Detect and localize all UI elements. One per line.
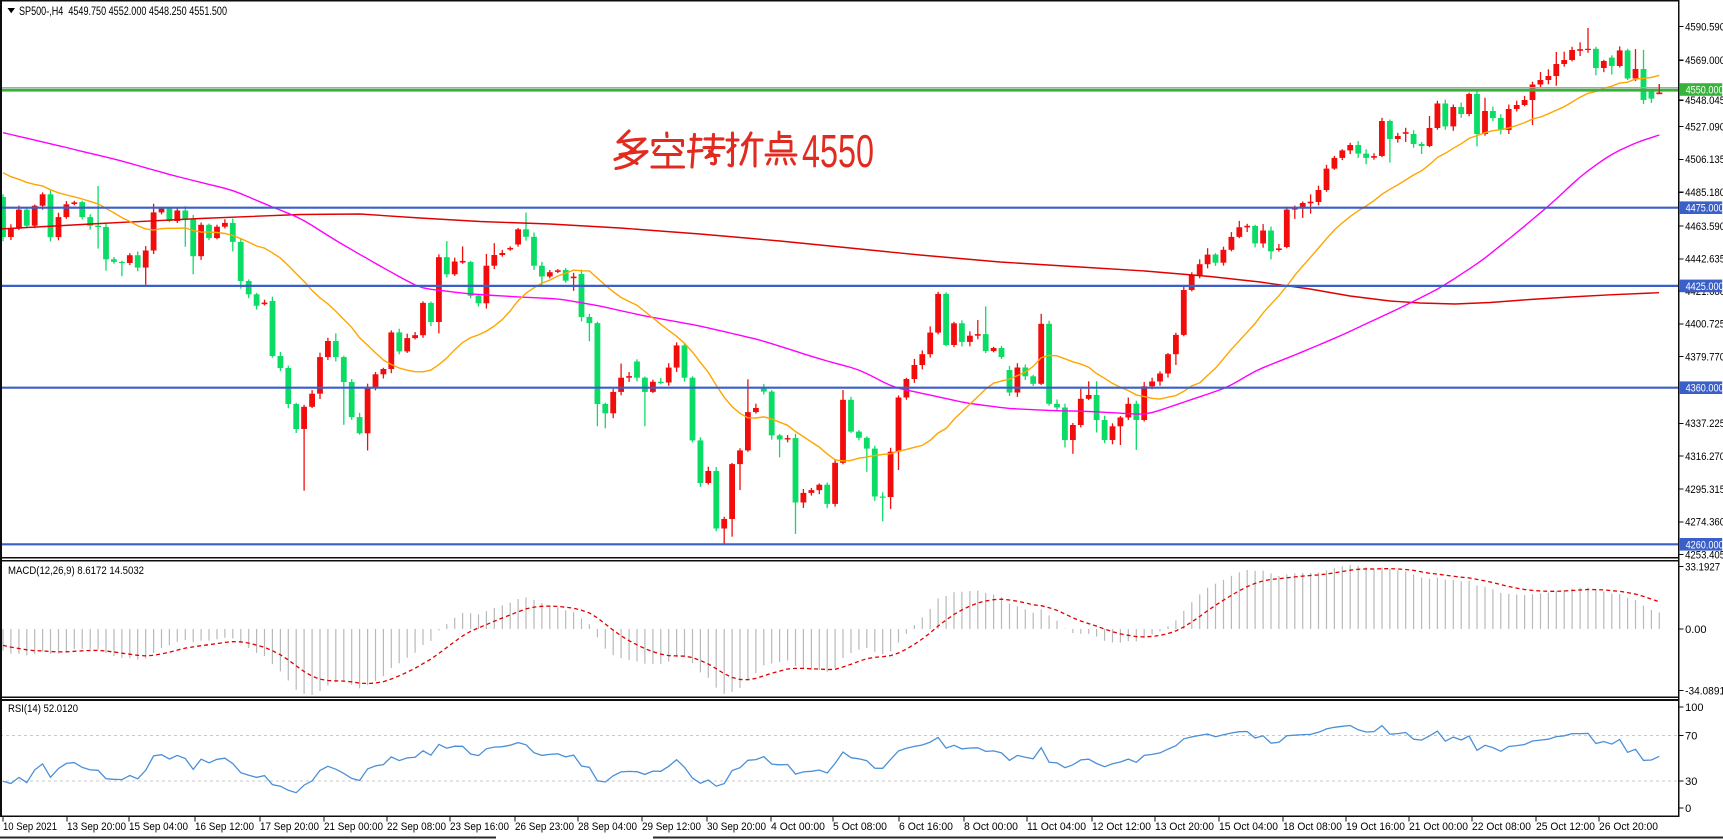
svg-text:25 Oct 12:00: 25 Oct 12:00 xyxy=(1536,821,1595,833)
svg-text:23 Sep 16:00: 23 Sep 16:00 xyxy=(450,821,509,833)
svg-text:22 Oct 08:00: 22 Oct 08:00 xyxy=(1472,821,1531,833)
svg-text:0.00: 0.00 xyxy=(1685,624,1706,636)
svg-text:4 Oct 00:00: 4 Oct 00:00 xyxy=(771,821,825,833)
svg-text:4550.000: 4550.000 xyxy=(1686,85,1723,97)
svg-text:4485.180: 4485.180 xyxy=(1685,187,1723,199)
svg-text:8 Oct 00:00: 8 Oct 00:00 xyxy=(964,821,1018,833)
svg-text:33.1927: 33.1927 xyxy=(1685,561,1720,573)
svg-text:17 Sep 20:00: 17 Sep 20:00 xyxy=(260,821,319,833)
svg-text:-34.0891: -34.0891 xyxy=(1685,685,1723,697)
svg-text:28 Sep 04:00: 28 Sep 04:00 xyxy=(578,821,637,833)
svg-text:13 Sep 20:00: 13 Sep 20:00 xyxy=(67,821,126,833)
svg-text:15 Oct 04:00: 15 Oct 04:00 xyxy=(1219,821,1278,833)
svg-text:4360.000: 4360.000 xyxy=(1686,383,1723,395)
svg-text:30 Sep 20:00: 30 Sep 20:00 xyxy=(707,821,766,833)
svg-text:4295.315: 4295.315 xyxy=(1685,484,1723,496)
svg-text:15 Sep 04:00: 15 Sep 04:00 xyxy=(129,821,188,833)
svg-text:4260.000: 4260.000 xyxy=(1686,539,1723,551)
svg-text:11 Oct 04:00: 11 Oct 04:00 xyxy=(1027,821,1086,833)
svg-text:4253.405: 4253.405 xyxy=(1685,550,1723,562)
svg-text:16 Sep 12:00: 16 Sep 12:00 xyxy=(195,821,254,833)
svg-text:4400.725: 4400.725 xyxy=(1685,319,1723,331)
svg-text:100: 100 xyxy=(1685,702,1703,714)
svg-text:70: 70 xyxy=(1685,730,1697,742)
svg-text:30: 30 xyxy=(1685,776,1697,788)
svg-text:4379.770: 4379.770 xyxy=(1685,352,1723,364)
svg-text:26 Oct 20:00: 26 Oct 20:00 xyxy=(1599,821,1658,833)
svg-text:MACD(12,26,9) 8.6172 14.5032: MACD(12,26,9) 8.6172 14.5032 xyxy=(8,565,144,577)
svg-text:4463.590: 4463.590 xyxy=(1685,221,1723,233)
svg-text:19 Oct 16:00: 19 Oct 16:00 xyxy=(1346,821,1405,833)
svg-text:4527.090: 4527.090 xyxy=(1685,121,1723,133)
svg-text:4550: 4550 xyxy=(802,125,874,177)
svg-text:SP500-,H4 4549.750 4552.000 4: SP500-,H4 4549.750 4552.000 4548.250 455… xyxy=(19,4,227,18)
svg-text:4337.225: 4337.225 xyxy=(1685,418,1723,430)
svg-text:RSI(14) 52.0120: RSI(14) 52.0120 xyxy=(8,703,78,715)
svg-text:4475.000: 4475.000 xyxy=(1686,203,1723,215)
svg-text:4569.000: 4569.000 xyxy=(1685,55,1723,67)
svg-text:13 Oct 20:00: 13 Oct 20:00 xyxy=(1155,821,1214,833)
svg-text:21 Oct 00:00: 21 Oct 00:00 xyxy=(1409,821,1468,833)
svg-text:4506.135: 4506.135 xyxy=(1685,154,1723,166)
svg-text:29 Sep 12:00: 29 Sep 12:00 xyxy=(642,821,701,833)
svg-text:4274.360: 4274.360 xyxy=(1685,517,1723,529)
svg-text:4442.635: 4442.635 xyxy=(1685,254,1723,266)
svg-text:4548.045: 4548.045 xyxy=(1685,95,1723,107)
svg-text:21 Sep 00:00: 21 Sep 00:00 xyxy=(324,821,383,833)
svg-text:6 Oct 16:00: 6 Oct 16:00 xyxy=(899,821,953,833)
svg-text:4316.270: 4316.270 xyxy=(1685,451,1723,463)
svg-text:26 Sep 23:00: 26 Sep 23:00 xyxy=(515,821,574,833)
svg-text:18 Oct 08:00: 18 Oct 08:00 xyxy=(1283,821,1342,833)
svg-text:10 Sep 2021: 10 Sep 2021 xyxy=(3,821,57,833)
svg-text:0: 0 xyxy=(1685,803,1691,815)
svg-text:4425.000: 4425.000 xyxy=(1686,281,1723,293)
svg-text:5 Oct 08:00: 5 Oct 08:00 xyxy=(833,821,887,833)
svg-text:4590.590: 4590.590 xyxy=(1685,21,1723,33)
svg-text:22 Sep 08:00: 22 Sep 08:00 xyxy=(387,821,446,833)
svg-text:12 Oct 12:00: 12 Oct 12:00 xyxy=(1092,821,1151,833)
